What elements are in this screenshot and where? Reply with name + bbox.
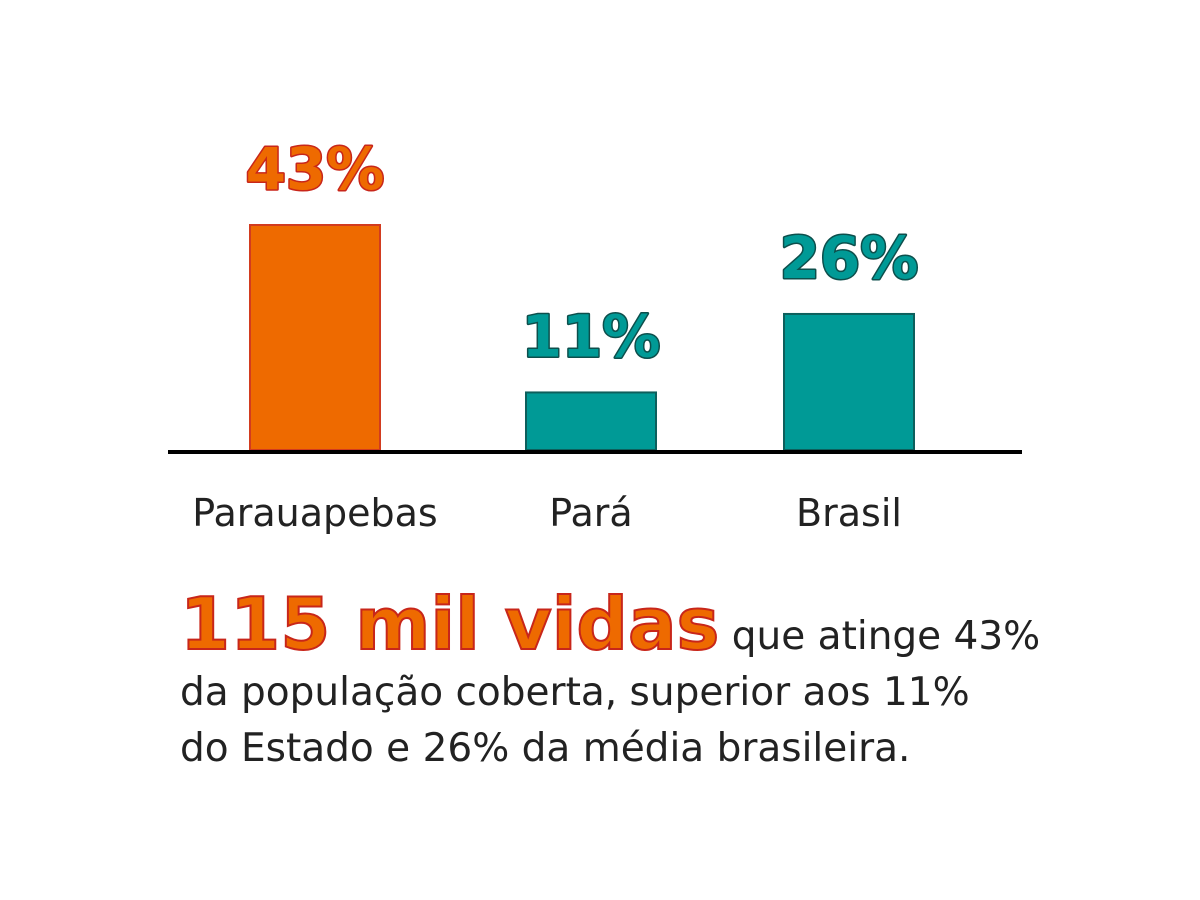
bar-parauapebas: [249, 224, 381, 451]
value-label-pará: 11%: [522, 302, 661, 370]
value-label-parauapebas: 43%: [246, 135, 385, 203]
category-label-brasil: Brasil: [796, 491, 902, 535]
caption-line-1: 115 mil vidas que atinge 43%: [179, 587, 1041, 665]
caption-line-1-text: que atinge 43%: [719, 614, 1041, 659]
value-label-brasil: 26%: [780, 224, 919, 292]
bar-chart: 43% Parauapebas 11% Pará 26% Brasil: [168, 134, 1022, 536]
caption-line-3: do Estado e 26% da média brasileira.: [180, 726, 911, 771]
caption-line-2: da população coberta, superior aos 11%: [180, 670, 970, 715]
caption: 115 mil vidas que atinge 43% da populaçã…: [179, 587, 1041, 777]
category-label-pará: Pará: [549, 491, 632, 535]
caption-highlight: 115 mil vidas: [179, 582, 720, 666]
labels-layer: 43% Parauapebas 11% Pará 26% Brasil: [192, 134, 920, 536]
bars-layer: [249, 224, 915, 452]
bar-brasil: [783, 312, 915, 451]
bar-pará: [525, 391, 657, 452]
category-label-parauapebas: Parauapebas: [192, 491, 437, 535]
